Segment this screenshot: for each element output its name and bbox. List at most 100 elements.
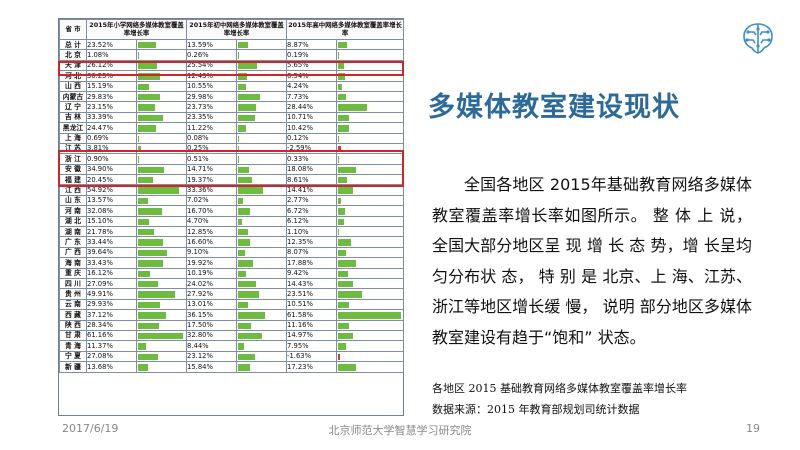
- data-bar: [138, 73, 161, 80]
- bar-cell: [236, 340, 288, 352]
- bar-cell: [236, 277, 288, 290]
- data-bar: [338, 156, 340, 163]
- value-cell: 16.60%: [186, 236, 238, 248]
- value-cell: 27.08%: [86, 350, 137, 363]
- value-cell: 29.83%: [86, 90, 137, 103]
- value-cell: 1.08%: [86, 49, 137, 61]
- value-cell: 6.12%: [286, 215, 338, 228]
- bar-cell: [236, 80, 288, 92]
- table-row: 山 东 13.57% 7.02% 2.77%: [59, 194, 405, 207]
- slide-title: 多媒体教室建设现状: [428, 92, 680, 123]
- bar-cell: [135, 194, 188, 207]
- province-cell: 宁 夏: [59, 350, 87, 363]
- table-row: 河 北 30.25% 12.43% 6.54%: [59, 70, 405, 82]
- bar-cell: [336, 319, 405, 331]
- table-row: 西 藏 37.12% 36.15% 61.58%: [59, 309, 405, 321]
- data-bar: [338, 249, 347, 257]
- bar-cell: [135, 236, 188, 248]
- bar-cell: [336, 122, 405, 134]
- data-bar: [138, 125, 157, 132]
- data-bar: [238, 218, 242, 226]
- value-cell: 54.92%: [86, 184, 137, 196]
- data-bar: [138, 270, 150, 277]
- data-bar: [338, 301, 349, 309]
- data-bar: [338, 166, 357, 174]
- bar-cell: [236, 257, 288, 269]
- table-row: 福 建 20.45% 19.37% 8.61%: [59, 174, 405, 186]
- bar-cell: [236, 90, 288, 103]
- bar-cell: [135, 101, 188, 113]
- province-cell: 海 南: [59, 257, 87, 269]
- header-province: 省 市: [59, 19, 87, 40]
- bar-cell: [236, 205, 288, 217]
- value-cell: 6.54%: [286, 70, 338, 82]
- bar-cell: [336, 236, 405, 248]
- value-cell: 1.10%: [286, 226, 338, 238]
- bar-cell: [336, 70, 405, 82]
- value-cell: 3.81%: [86, 142, 137, 155]
- province-cell: 山 东: [59, 194, 87, 207]
- value-cell: 10.55%: [186, 80, 238, 92]
- value-cell: 8.87%: [286, 38, 338, 51]
- table-row: 重 庆 16.12% 10.19% 9.42%: [59, 267, 405, 280]
- bar-cell: [336, 226, 405, 238]
- data-bar: [338, 332, 354, 340]
- bar-cell: [336, 142, 405, 155]
- bar-cell: [236, 194, 288, 207]
- value-cell: 10.19%: [186, 267, 238, 280]
- value-cell: 23.52%: [86, 38, 137, 51]
- data-bar: [238, 301, 248, 309]
- data-bar: [138, 353, 159, 361]
- data-bar: [238, 187, 263, 194]
- table-row: 湖 北 15.10% 4.70% 6.12%: [59, 215, 405, 228]
- data-bar: [238, 114, 256, 122]
- value-cell: 23.73%: [186, 101, 238, 113]
- province-cell: 安 徽: [59, 163, 87, 176]
- value-cell: 23.35%: [186, 111, 238, 124]
- data-bar: [338, 312, 401, 319]
- data-bar: [338, 280, 353, 288]
- value-cell: 11.22%: [186, 122, 238, 134]
- province-cell: 河 北: [59, 70, 87, 82]
- value-cell: 8.44%: [186, 340, 238, 352]
- value-cell: 9.10%: [186, 246, 238, 259]
- bar-cell: [336, 298, 405, 311]
- bar-cell: [336, 184, 405, 196]
- value-cell: 0.33%: [286, 153, 338, 165]
- value-cell: 27.09%: [86, 277, 137, 290]
- table-row: 海 南 33.43% 19.92% 17.88%: [59, 257, 405, 269]
- bar-cell: [135, 309, 188, 321]
- bar-cell: [336, 153, 405, 165]
- value-cell: 8.07%: [286, 246, 338, 259]
- value-cell: 26.12%: [86, 59, 137, 72]
- value-cell: 27.92%: [186, 288, 238, 300]
- bar-cell: [336, 101, 405, 113]
- value-cell: 18.08%: [286, 163, 338, 176]
- data-bar: [238, 270, 246, 277]
- value-cell: 16.70%: [186, 205, 238, 217]
- data-bar: [138, 332, 184, 340]
- data-bar: [138, 208, 162, 215]
- bar-cell: [336, 340, 405, 352]
- page-number: 19: [746, 422, 760, 435]
- bar-cell: [236, 246, 288, 259]
- table-header-row: 省 市 2015年小学网络多媒体教室覆盖率增长率 2015年初中网络多媒体教室覆…: [59, 19, 405, 40]
- value-cell: 14.43%: [286, 277, 338, 290]
- value-cell: 13.59%: [186, 38, 238, 51]
- value-cell: 17.88%: [286, 257, 338, 269]
- table-row: 湖 南 21.78% 12.85% 1.10%: [59, 226, 405, 238]
- value-cell: 12.35%: [286, 236, 338, 248]
- table-row: 江 苏 3.81% 0.25% -2.59%: [59, 142, 405, 155]
- table-row: 上 海 0.69% 0.08% 0.12%: [59, 132, 405, 144]
- value-cell: 15.10%: [86, 215, 137, 228]
- bar-cell: [135, 215, 188, 228]
- data-bar: [338, 270, 348, 277]
- data-bar: [338, 93, 346, 101]
- data-bar: [238, 177, 253, 184]
- value-cell: 14.71%: [186, 163, 238, 176]
- data-bar: [338, 125, 349, 132]
- province-cell: 湖 南: [59, 226, 87, 238]
- value-cell: 7.02%: [186, 194, 238, 207]
- table-row: 辽 宁 23.15% 23.73% 28.44%: [59, 101, 405, 113]
- bar-cell: [135, 257, 188, 269]
